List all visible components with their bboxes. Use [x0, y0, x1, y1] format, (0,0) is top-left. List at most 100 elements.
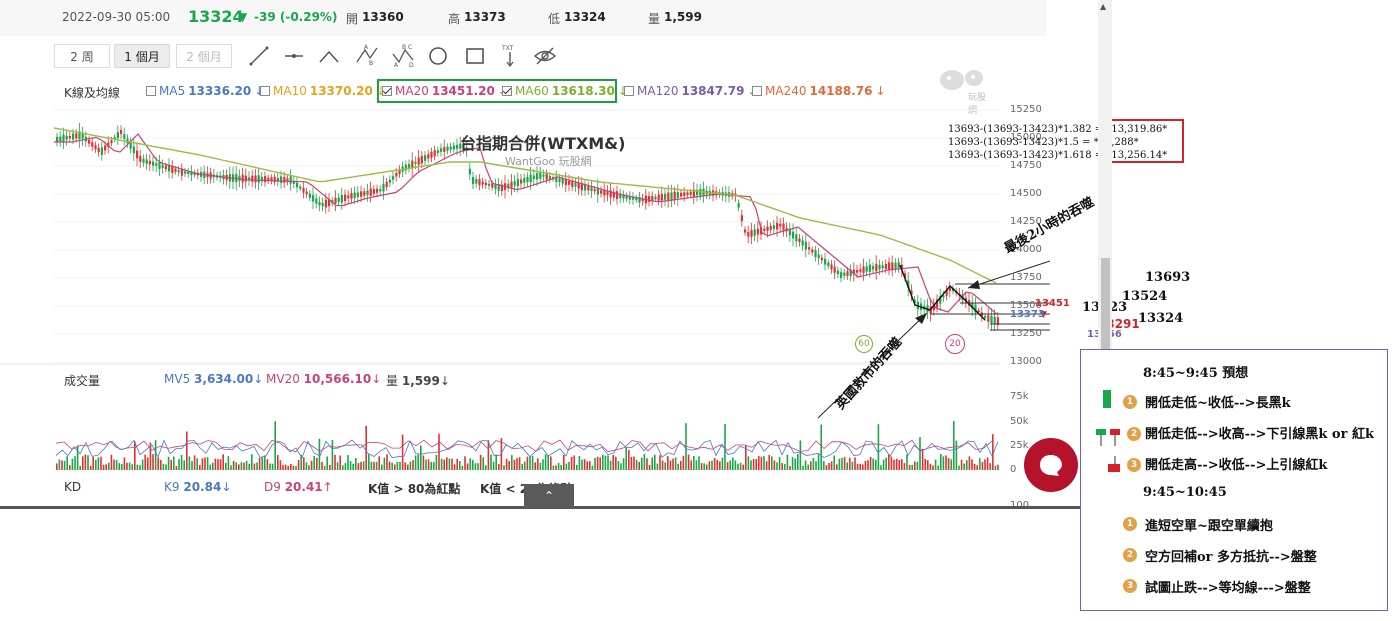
volume-bar [862, 464, 864, 470]
svg-text:B: B [369, 60, 373, 67]
candle [97, 147, 100, 153]
volume-bar [734, 460, 737, 470]
volume-bar [664, 462, 666, 470]
volume-bar [196, 458, 198, 470]
angle-icon[interactable] [316, 44, 342, 68]
text-arrow-icon[interactable]: TXT [497, 44, 523, 68]
hide-icon[interactable] [532, 44, 558, 68]
volume-bar [271, 463, 274, 470]
candle [795, 234, 798, 242]
candle [942, 295, 945, 298]
volume-bar [953, 421, 955, 470]
checkbox[interactable] [502, 86, 512, 96]
candle [558, 178, 561, 182]
last-price: 13324 [188, 7, 244, 26]
checkbox[interactable] [752, 86, 762, 96]
volume-bar [201, 458, 204, 470]
plan-title-1: 8:45~9:45 預想 [1143, 366, 1249, 381]
period-1m-button[interactable]: 1 個月 [114, 44, 170, 68]
volume-bar [672, 458, 674, 470]
volume-bar [401, 434, 404, 470]
volume-bar [261, 457, 263, 470]
mv20-line [55, 439, 993, 453]
volume-bar [282, 465, 284, 470]
volume-bar [191, 461, 193, 470]
volume-bar [607, 455, 609, 470]
checkbox[interactable] [382, 86, 392, 96]
ma-toggle-ma60[interactable]: MA60 13618.30 ↓ [502, 84, 628, 98]
volume-bar [349, 461, 352, 470]
period-2m-button[interactable]: 2 個月 [176, 44, 232, 68]
circle-icon[interactable] [425, 44, 451, 68]
price-change: -39 (-0.29%) [254, 10, 338, 24]
candle [635, 197, 638, 201]
volume-bar [248, 463, 250, 470]
candle [971, 302, 974, 309]
trend-line-icon[interactable] [246, 44, 272, 68]
ma-toggle-ma10[interactable]: MA10 13370.20 ↓ [260, 84, 386, 98]
ma-name: MA5 [159, 84, 186, 98]
rectangle-icon[interactable] [462, 44, 488, 68]
volume-bar [183, 460, 185, 470]
horizontal-line-icon[interactable] [281, 44, 307, 68]
volume-bar [841, 457, 843, 470]
volume-bar [422, 455, 425, 470]
candle [356, 192, 359, 197]
price-chart[interactable] [0, 100, 1050, 510]
volume-bar [420, 445, 422, 470]
checkbox[interactable] [624, 86, 634, 96]
checkbox[interactable] [260, 86, 270, 96]
candle [827, 262, 830, 267]
candle [129, 142, 132, 149]
volume-bar [890, 456, 893, 470]
volume-bar [516, 458, 518, 470]
ma-toggle-ma240[interactable]: MA240 14188.76 ↓ [752, 84, 886, 98]
candle [590, 187, 593, 192]
candle [449, 146, 452, 150]
candle [852, 269, 855, 275]
volume-bar [256, 462, 258, 470]
candle [763, 228, 766, 231]
candle [452, 145, 455, 150]
volume-bar [240, 462, 243, 470]
volume-bar [238, 464, 240, 470]
candle [187, 171, 190, 175]
candle [270, 177, 273, 182]
volume-bar [945, 455, 947, 470]
scroll-up-icon[interactable]: ▲ [1100, 2, 1107, 11]
candle [142, 158, 145, 163]
volume-label: 成交量 [64, 374, 101, 388]
candle [273, 176, 276, 182]
candle [520, 179, 523, 184]
volume-bar [464, 456, 466, 470]
chat-button[interactable] [1024, 438, 1078, 492]
candle [398, 169, 401, 175]
volume-bar [368, 454, 370, 470]
checkbox[interactable] [146, 86, 156, 96]
candle [72, 133, 75, 140]
volume-bar [906, 454, 908, 470]
volume-bar [745, 445, 747, 470]
candle [328, 199, 331, 207]
collapse-panel-button[interactable]: ⌃ [524, 484, 574, 508]
volume-bar [659, 455, 661, 470]
period-2w-button[interactable]: 2 周 [54, 44, 110, 68]
candle [280, 176, 283, 183]
volume-bar [147, 457, 149, 470]
volume-bar [919, 437, 921, 470]
candle [475, 179, 478, 184]
volume-bar [308, 465, 310, 470]
scrollbar-thumb[interactable] [1101, 258, 1110, 396]
candle [836, 270, 839, 275]
candle [830, 264, 833, 270]
volume-bar [529, 456, 531, 470]
candle [161, 165, 164, 168]
volume-bar [851, 461, 854, 470]
volume-bar [448, 458, 451, 470]
volume-bar [565, 463, 568, 470]
abcd-pattern-icon[interactable]: B C A D [390, 44, 416, 68]
